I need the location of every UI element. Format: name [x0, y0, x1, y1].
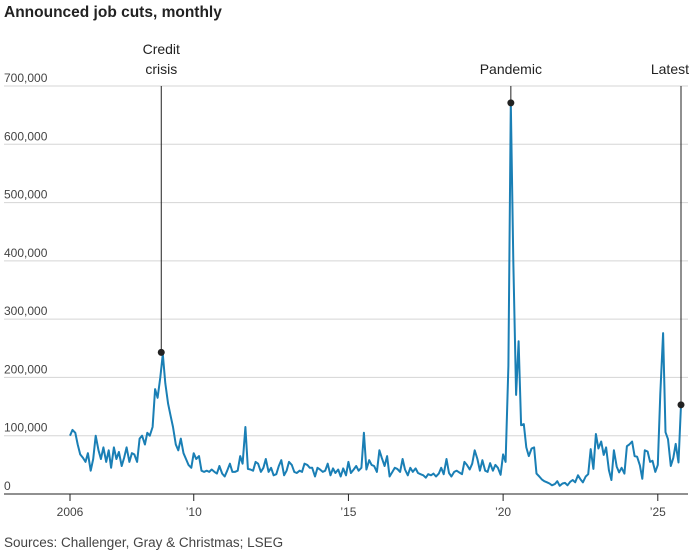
y-tick-label: 700,000: [4, 71, 48, 85]
y-tick-label: 300,000: [4, 304, 48, 318]
annotation-marker: [157, 348, 165, 356]
annotations: Credit crisis Pandemic Latest: [143, 41, 689, 409]
chart-title: Announced job cuts, monthly: [4, 4, 222, 21]
x-axis: 2006 ’10 ’15 ’20 ’25: [57, 494, 666, 519]
series-group: [69, 101, 682, 487]
annotation-marker: [507, 99, 515, 107]
y-tick-label: 400,000: [4, 246, 48, 260]
y-tick-label: 600,000: [4, 129, 48, 143]
source-note: Sources: Challenger, Gray & Christmas; L…: [4, 535, 284, 550]
x-tick-label: 2006: [57, 505, 84, 519]
annotation-label: Credit: [143, 41, 180, 57]
y-tick-label: 0: [4, 479, 11, 493]
x-tick-label: ’25: [650, 505, 666, 519]
annotation-label: Pandemic: [480, 61, 542, 77]
y-tick-label: 100,000: [4, 421, 48, 435]
annotation-marker: [677, 401, 685, 409]
y-tick-label: 500,000: [4, 188, 48, 202]
gridlines: 0 100,000 200,000 300,000 400,000 500,000 600,…: [4, 71, 688, 495]
y-tick-label: 200,000: [4, 362, 48, 376]
x-tick-label: ’15: [340, 505, 356, 519]
x-tick-label: ’20: [495, 505, 511, 519]
series-line-job-cuts: [69, 101, 682, 487]
x-tick-label: ’10: [186, 505, 202, 519]
annotation-label: Latest: [651, 61, 689, 77]
annotation-label: crisis: [145, 61, 177, 77]
